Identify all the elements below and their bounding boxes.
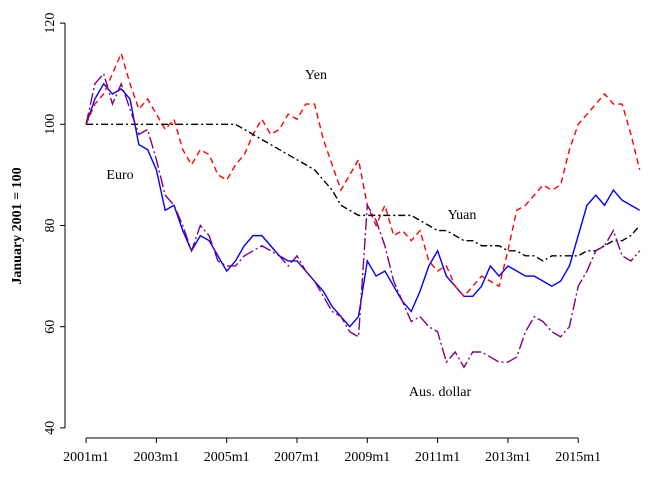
x-tick-label: 2009m1 (344, 450, 390, 465)
series-label: Aus. dollar (409, 385, 472, 400)
y-tick-label: 60 (43, 320, 58, 334)
x-tick-label: 2005m1 (204, 450, 250, 465)
series-label: Yuan (448, 208, 477, 223)
line-series (85, 72, 641, 369)
series-label: Yen (305, 68, 327, 83)
y-tick-label: 80 (43, 219, 58, 233)
x-tick-label: 2011m1 (415, 450, 460, 465)
series-label: Euro (106, 168, 133, 183)
x-tick-label: 2007m1 (274, 450, 320, 465)
y-tick-label: 120 (43, 13, 58, 34)
x-tick-label: 2013m1 (485, 450, 531, 465)
y-tick-label: 100 (43, 114, 58, 135)
x-tick-label: 2015m1 (555, 450, 601, 465)
line-series (85, 51, 641, 298)
y-tick-label: 40 (43, 421, 58, 435)
x-tick-label: 2001m1 (63, 450, 109, 465)
x-tick-label: 2003m1 (133, 450, 179, 465)
line-series (86, 123, 641, 262)
line-series (85, 82, 641, 328)
y-axis-label: January 2001 = 100 (10, 167, 25, 284)
